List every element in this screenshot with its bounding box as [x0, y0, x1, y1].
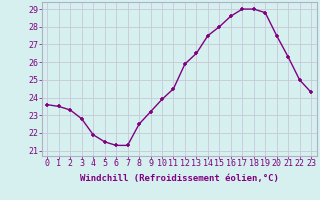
X-axis label: Windchill (Refroidissement éolien,°C): Windchill (Refroidissement éolien,°C) [80, 174, 279, 183]
